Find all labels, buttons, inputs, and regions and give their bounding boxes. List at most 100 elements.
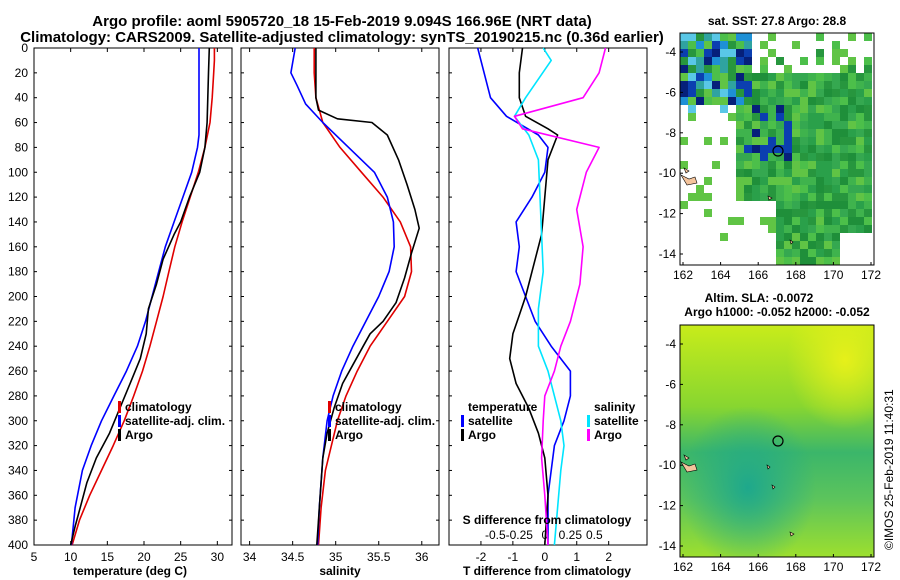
sst-cell <box>760 121 768 129</box>
depth-tick-label: 80 <box>15 140 29 154</box>
sst-cell <box>744 121 752 129</box>
sst-cell <box>760 89 768 97</box>
sst-cell <box>864 73 872 81</box>
sla-map <box>679 324 875 558</box>
sst-cell <box>704 137 712 145</box>
sst-cell <box>800 257 808 265</box>
sst-cell <box>848 217 856 225</box>
sst-cell <box>720 65 728 73</box>
sst-cell <box>856 97 864 105</box>
sst-cell <box>832 49 840 57</box>
series-line-salinity-argo <box>513 47 607 546</box>
sst-cell <box>752 121 760 129</box>
sst-cell <box>808 145 816 153</box>
sst-cell <box>848 169 856 177</box>
sst-cell <box>840 65 848 73</box>
sst-cell <box>704 49 712 57</box>
sst-cell <box>816 137 824 145</box>
sst-cell <box>744 177 752 185</box>
sst-cell <box>816 233 824 241</box>
legend-label-satellite: satellite-adj. clim. <box>125 414 225 428</box>
s-diff-tick-label: 0.25 <box>559 528 583 542</box>
sst-cell <box>736 153 744 161</box>
sst-cell <box>800 113 808 121</box>
sst-cell <box>744 185 752 193</box>
sst-cell <box>744 33 752 41</box>
sst-cell <box>776 257 784 265</box>
sst-cell <box>768 225 776 233</box>
sst-cell <box>848 201 856 209</box>
sst-cell <box>704 209 712 217</box>
legend-swatch-satellite <box>118 415 121 427</box>
sst-cell <box>864 161 872 169</box>
sst-cell <box>840 81 848 89</box>
sst-cell <box>792 97 800 105</box>
sst-cell <box>704 89 712 97</box>
sla-map-ticks: 162 164 166 168 170 172 -4 -6 -8 -10 -12 -14 <box>659 337 882 574</box>
sst-cell <box>736 73 744 81</box>
title-line-1: Argo profile: aoml 5905720_18 15-Feb-201… <box>92 13 591 30</box>
sst-cell <box>808 201 816 209</box>
island-shape <box>766 464 771 470</box>
depth-axis-ticks: 0 20 40 60 80 100 120 140 160 180 200 220 240 260 280 3… <box>8 41 647 552</box>
sst-cell <box>848 89 856 97</box>
sst-cell <box>728 57 736 65</box>
sst-cell <box>728 89 736 97</box>
sst-cell <box>736 89 744 97</box>
sst-cell <box>784 89 792 97</box>
sst-cell <box>824 185 832 193</box>
sst-cell <box>840 201 848 209</box>
depth-tick-label: 360 <box>8 488 28 502</box>
sst-cell <box>816 257 824 265</box>
sst-cell <box>768 113 776 121</box>
sst-cell <box>864 105 872 113</box>
sla-map-title-2: Argo h1000: -0.052 h2000: -0.052 <box>684 305 870 319</box>
sst-cell <box>776 201 784 209</box>
sst-cell <box>776 249 784 257</box>
map-lon-tick-label: 166 <box>748 268 768 282</box>
sst-cell <box>800 233 808 241</box>
difference-series <box>476 47 607 546</box>
sst-cell <box>832 257 840 265</box>
temperature-xlabel: temperature (deg C) <box>73 564 187 578</box>
sst-cell <box>824 121 832 129</box>
sst-cell <box>832 81 840 89</box>
sst-cell <box>848 65 856 73</box>
sst-cell <box>768 185 776 193</box>
sst-cell <box>776 209 784 217</box>
island-shape <box>767 195 773 201</box>
sst-cell <box>744 113 752 121</box>
sst-cell <box>784 129 792 137</box>
sst-cell <box>856 225 864 233</box>
sst-cell <box>816 49 824 57</box>
sst-cell <box>784 113 792 121</box>
sst-cell <box>784 153 792 161</box>
sst-cell <box>760 185 768 193</box>
x-tick-label: 1 <box>573 550 580 564</box>
sst-cell <box>808 105 816 113</box>
sst-cell <box>864 57 872 65</box>
sst-cell <box>800 225 808 233</box>
sst-cell <box>856 153 864 161</box>
sst-cell <box>816 161 824 169</box>
sst-cell <box>848 145 856 153</box>
sst-cell <box>840 169 848 177</box>
sst-cell <box>736 217 744 225</box>
sst-cell <box>840 113 848 121</box>
series-line-climatology <box>313 48 413 546</box>
sst-cell <box>792 73 800 81</box>
sst-cell <box>760 169 768 177</box>
sst-cell <box>696 97 704 105</box>
sst-cell <box>840 145 848 153</box>
sst-cell <box>784 217 792 225</box>
sst-cell <box>744 137 752 145</box>
sst-cell <box>688 113 696 121</box>
sst-cell <box>864 209 872 217</box>
legend-swatch-temp-satellite <box>461 415 464 427</box>
sst-cell <box>848 161 856 169</box>
map-lon-tick-label: 170 <box>823 268 843 282</box>
x-tick-label: 34 <box>243 550 257 564</box>
sst-cell <box>792 129 800 137</box>
sst-cell <box>808 177 816 185</box>
legend-swatch-climatology <box>328 401 331 413</box>
